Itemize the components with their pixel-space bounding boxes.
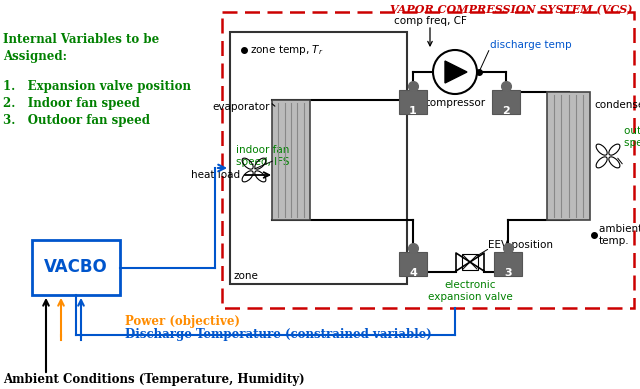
- Text: comp freq, CF: comp freq, CF: [394, 16, 467, 26]
- FancyBboxPatch shape: [399, 90, 427, 114]
- Text: 3.   Outdoor fan speed: 3. Outdoor fan speed: [3, 114, 150, 127]
- Text: indoor fan
speed, IFS: indoor fan speed, IFS: [236, 145, 289, 167]
- Text: zone: zone: [234, 271, 259, 281]
- Text: Power (objective): Power (objective): [125, 315, 240, 328]
- Text: 4: 4: [409, 268, 417, 278]
- Text: 1: 1: [409, 106, 417, 116]
- FancyBboxPatch shape: [32, 240, 120, 295]
- Text: evaporator: evaporator: [212, 102, 270, 112]
- Text: 1.   Expansion valve position: 1. Expansion valve position: [3, 80, 191, 93]
- Text: zone temp, $T_r$: zone temp, $T_r$: [250, 43, 323, 57]
- FancyBboxPatch shape: [399, 252, 427, 276]
- Text: electronic
expansion valve: electronic expansion valve: [428, 280, 513, 302]
- Text: VACBO: VACBO: [44, 259, 108, 277]
- Text: EEV position: EEV position: [488, 240, 553, 250]
- Text: discharge temp: discharge temp: [490, 40, 572, 50]
- Text: heat load: heat load: [191, 170, 240, 180]
- Text: condenser: condenser: [594, 100, 640, 110]
- Text: ambient air
temp.: ambient air temp.: [599, 224, 640, 246]
- Polygon shape: [547, 92, 590, 220]
- Text: 2: 2: [502, 106, 510, 116]
- Text: outdoor fan
speed, OFS: outdoor fan speed, OFS: [624, 126, 640, 148]
- Polygon shape: [445, 61, 467, 83]
- Text: 2.   Indoor fan speed: 2. Indoor fan speed: [3, 97, 140, 110]
- Circle shape: [433, 50, 477, 94]
- Text: 3: 3: [504, 268, 512, 278]
- Polygon shape: [272, 100, 310, 220]
- FancyBboxPatch shape: [494, 252, 522, 276]
- Text: VAPOR COMPRESSION SYSTEM (VCS): VAPOR COMPRESSION SYSTEM (VCS): [390, 4, 632, 15]
- Text: Internal Variables to be
Assigned:: Internal Variables to be Assigned:: [3, 33, 159, 63]
- FancyBboxPatch shape: [492, 90, 520, 114]
- Text: compressor: compressor: [424, 98, 486, 108]
- Text: Discharge Temperature (constrained variable): Discharge Temperature (constrained varia…: [125, 328, 432, 341]
- Text: Ambient Conditions (Temperature, Humidity): Ambient Conditions (Temperature, Humidit…: [3, 373, 305, 386]
